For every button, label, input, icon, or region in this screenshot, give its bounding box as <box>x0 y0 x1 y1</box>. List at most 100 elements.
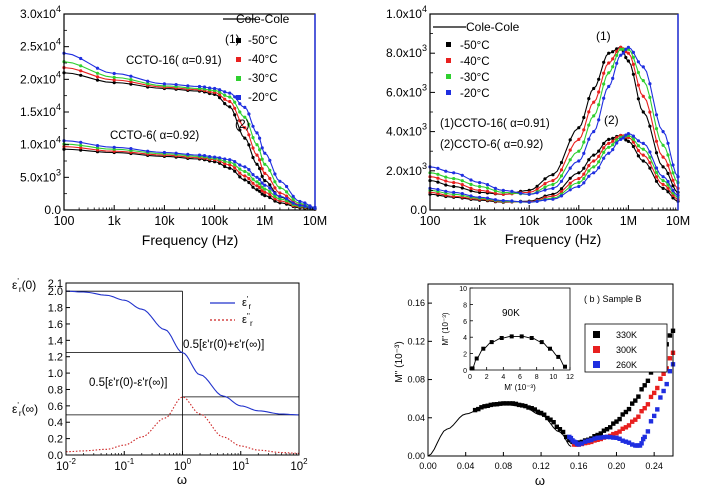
data-point <box>278 197 282 201</box>
data-point <box>268 168 272 172</box>
panel-c-xlabel: ω <box>177 472 187 487</box>
data-point <box>95 144 100 148</box>
panel-d-marks <box>427 328 676 457</box>
data-point <box>624 47 628 52</box>
panel-a-legend: Cole-Cole -50°C -40°C -30°C -20°C <box>223 12 290 104</box>
panel-a-legend-entry: -40°C <box>236 54 278 66</box>
panel-b-legend-entry: -50°C <box>446 40 490 52</box>
data-point <box>661 130 665 134</box>
data-point <box>642 406 647 411</box>
data-point <box>648 95 652 99</box>
panel-b-legend: Cole-Cole -50°C -40°C -30°C -20°C <box>433 20 520 100</box>
fit-line <box>429 134 679 203</box>
data-point <box>479 405 484 410</box>
panel-d-title: ( b ) Sample B <box>584 294 642 304</box>
data-point <box>273 197 277 201</box>
y-tick-label: 1.0x104 <box>386 4 427 21</box>
panel-b-annotation-1: (1) <box>596 29 611 43</box>
data-point <box>655 385 660 391</box>
data-point <box>607 51 611 55</box>
data-point <box>587 137 591 141</box>
data-point <box>636 97 641 101</box>
data-point <box>197 153 202 157</box>
data-point <box>112 71 116 76</box>
data-point <box>501 401 506 406</box>
data-point <box>624 55 628 60</box>
data-point <box>654 179 659 183</box>
panel-c-legend: ε'r ε''r <box>210 295 253 328</box>
data-point <box>595 432 600 438</box>
data-point <box>278 186 282 190</box>
data-point <box>611 136 615 140</box>
data-point <box>666 186 670 190</box>
data-point <box>263 183 267 187</box>
y-tick-label: 2.0x104 <box>20 69 61 86</box>
panel-d-ticks: 0.00 0.04 0.08 0.12 0.16 0.20 0.24 0.00 0.04 0.08… <box>407 298 662 471</box>
inset-y-tick-label: 4 <box>463 335 467 342</box>
data-point <box>485 196 490 200</box>
data-point <box>228 160 232 164</box>
data-point <box>648 110 652 114</box>
data-point <box>592 153 596 157</box>
data-point <box>617 416 622 422</box>
data-point <box>228 91 232 95</box>
panel-b-annotation-ccto6: (2)CCTO-6( α=0.92) <box>440 139 543 151</box>
data-point <box>478 184 482 189</box>
inset-data-point <box>470 366 475 371</box>
data-point <box>608 425 613 430</box>
data-point <box>666 190 670 194</box>
data-point <box>602 150 606 154</box>
data-point <box>520 403 525 408</box>
data-point <box>557 427 563 432</box>
data-point <box>602 60 606 64</box>
data-point <box>559 160 564 165</box>
data-point <box>493 198 497 202</box>
data-point <box>278 194 282 198</box>
panel-top-left: 100 1k 10k 100k 1M 10M 0.0 5.0x103 1.0x104 1.5x10… <box>20 4 327 248</box>
x-tick-label: 10k <box>519 214 540 228</box>
data-point <box>666 153 670 157</box>
panel-d-inset: 0 2 4 6 8 10 12 0 2 4 6 8 10 90K M' (10⁻³) M'' (10⁻³… <box>441 286 574 392</box>
data-point <box>268 193 272 197</box>
data-point <box>278 191 282 195</box>
data-point <box>645 402 651 407</box>
data-point <box>488 402 493 408</box>
data-point <box>228 95 232 99</box>
data-point <box>444 183 448 187</box>
inset-xlabel: M' (10⁻³) <box>504 383 536 392</box>
data-point <box>615 53 619 58</box>
data-point <box>597 103 601 107</box>
data-point <box>218 90 222 94</box>
data-point <box>568 181 572 185</box>
legend-marker <box>236 76 241 81</box>
fit-line <box>63 52 316 208</box>
fit-line <box>429 46 679 195</box>
x-tick-label: 100k <box>201 214 229 228</box>
fit-line <box>429 134 679 203</box>
data-point <box>568 148 572 152</box>
data-point <box>543 185 547 189</box>
fit-line <box>429 134 679 203</box>
data-point <box>636 144 641 148</box>
data-point <box>597 90 601 94</box>
data-point <box>626 51 631 55</box>
x-tick-label: 100 <box>174 457 192 473</box>
data-point <box>631 134 636 138</box>
data-point <box>582 151 586 155</box>
data-point <box>233 95 237 99</box>
y-tick-label: 1.4 <box>48 335 63 347</box>
y-tick-label: 0.0 <box>410 203 427 217</box>
data-point <box>648 166 652 170</box>
data-point <box>243 174 247 178</box>
data-point <box>587 123 591 127</box>
data-point <box>491 402 497 407</box>
data-point <box>626 132 631 136</box>
x-tick-label: 1k <box>473 214 487 228</box>
data-point <box>611 421 616 426</box>
data-point <box>648 370 654 375</box>
data-point <box>633 417 638 422</box>
data-point <box>592 159 596 163</box>
data-point <box>631 50 636 55</box>
data-point <box>641 153 645 157</box>
data-point <box>671 184 675 188</box>
